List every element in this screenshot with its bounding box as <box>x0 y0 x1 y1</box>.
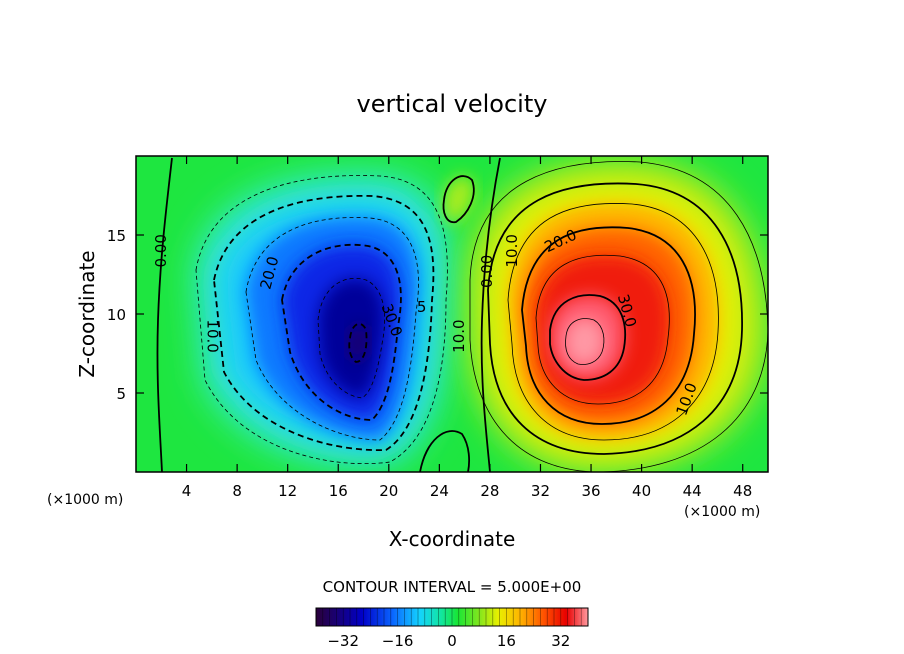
x-tick-label-40: 40 <box>632 482 651 500</box>
contour-label: 10.0 <box>450 319 468 352</box>
contour-lines-positive <box>469 161 768 472</box>
contour-label: 0.00 <box>152 234 170 267</box>
colorbar-tick-label-1: −16 <box>382 632 414 650</box>
x-unit-right: (×1000 m) <box>684 504 760 520</box>
x-tick-label-4: 4 <box>182 482 192 500</box>
x-tick-label-32: 32 <box>531 482 550 500</box>
x-tick-label-44: 44 <box>683 482 702 500</box>
x-tick-label-8: 8 <box>232 482 242 500</box>
x-tick-label-24: 24 <box>430 482 449 500</box>
contour-label: 0.00 <box>478 255 496 288</box>
colorbar-tick-label-3: 16 <box>497 632 516 650</box>
x-unit-left: (×1000 m) <box>47 492 123 508</box>
contour-interval-text: CONTOUR INTERVAL = 5.000E+00 <box>323 578 582 596</box>
updraft-region <box>470 161 768 472</box>
x-tick-label-28: 28 <box>480 482 499 500</box>
x-axis-label: X-coordinate <box>389 527 516 551</box>
x-tick-label-16: 16 <box>329 482 348 500</box>
colorbar-tick-label-2: 0 <box>447 632 457 650</box>
x-tick-label-12: 12 <box>278 482 297 500</box>
x-tick-label-48: 48 <box>733 482 752 500</box>
chart-title: vertical velocity <box>357 90 548 118</box>
contour-label: 10.0 <box>203 319 221 352</box>
contour-lines-zero <box>156 157 501 472</box>
colorbar-ticks: −32 −16 0 16 32 <box>327 632 570 650</box>
y-tick-label-5: 5 <box>116 385 126 403</box>
downdraft-region <box>196 175 448 464</box>
x-tick-label-20: 20 <box>379 482 398 500</box>
colorbar-tick-label-4: 32 <box>551 632 570 650</box>
contour-label: 5 <box>417 298 427 316</box>
colorbar-tick-label-0: −32 <box>327 632 359 650</box>
contour-lines-negative <box>195 175 448 465</box>
colorbar: −32 −16 0 16 32 <box>315 607 589 650</box>
y-tick-label-15: 15 <box>107 227 126 245</box>
colorbar-frame <box>315 607 589 627</box>
colorbar-stripes <box>322 608 582 626</box>
y-tick-label-10: 10 <box>107 306 126 324</box>
y-axis-label: Z-coordinate <box>75 250 99 377</box>
x-tick-label-36: 36 <box>581 482 600 500</box>
contour-label: 10.0 <box>503 234 521 267</box>
